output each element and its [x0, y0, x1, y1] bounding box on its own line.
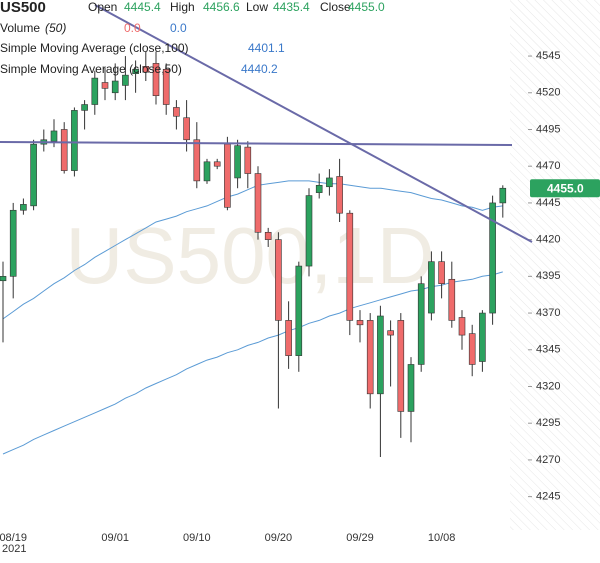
y-tick-label: 4345	[536, 344, 560, 356]
x-tick-label: 09/01	[101, 532, 129, 544]
ohlc-value: 4455.0	[348, 0, 385, 14]
candle-body	[285, 320, 292, 356]
sma-label: Simple Moving Average (close,100)	[0, 41, 189, 55]
candle-body	[20, 204, 27, 211]
candle-body	[377, 315, 384, 395]
y-tick-label: 4445	[536, 197, 560, 209]
last-price-tag	[530, 179, 600, 198]
candle-body	[275, 239, 282, 321]
candle-body	[315, 184, 323, 193]
candle-body	[30, 143, 37, 207]
candle-body	[417, 283, 425, 365]
ohlc-value: 4445.4	[124, 0, 161, 14]
candle-body	[264, 231, 272, 240]
candle-body	[489, 202, 496, 314]
ohlc-label: High	[170, 0, 195, 14]
y-tick-label: 4270	[536, 454, 560, 466]
candle-body	[224, 143, 231, 208]
candle-body	[438, 261, 445, 284]
candle-body	[387, 330, 394, 336]
sma-label: Simple Moving Average (close,50)	[0, 62, 182, 76]
candle-body	[366, 320, 374, 395]
x-tick-label: 09/29	[346, 532, 374, 544]
candle-body	[193, 139, 201, 182]
title: US500	[0, 0, 46, 16]
candle-body	[60, 129, 68, 171]
y-tick-label: 4470	[536, 160, 560, 172]
y-tick-label: 4420	[536, 234, 560, 246]
y-tick-label: 4320	[536, 380, 560, 392]
last-price-label: 4455.0	[547, 181, 584, 195]
candle-body	[183, 117, 190, 141]
trend-line	[94, 4, 533, 243]
y-tick-label: 4370	[536, 307, 560, 319]
candle-body	[142, 66, 150, 73]
candle-body	[0, 276, 7, 282]
candle-body	[91, 77, 99, 105]
x-tick-label: 09/10	[183, 532, 211, 544]
x-tick-label: 08/19	[0, 532, 27, 544]
candle-body	[244, 146, 252, 174]
candle-body	[448, 278, 456, 321]
candle-body	[9, 209, 17, 277]
candle-body	[81, 104, 88, 111]
candle-body	[468, 333, 476, 365]
candle-body	[326, 177, 333, 188]
candle-body	[101, 82, 109, 89]
horizontal-line	[0, 141, 513, 146]
x-tick-label: 10/08	[428, 532, 456, 544]
candle-body	[162, 68, 170, 105]
candle-body	[111, 80, 119, 94]
candle-body	[122, 74, 129, 86]
y-tick-label: 4245	[536, 491, 560, 503]
candle-body	[152, 63, 160, 97]
candle-body	[132, 68, 139, 74]
candle-body	[458, 317, 466, 336]
ohlc-value: 4435.4	[273, 0, 310, 14]
sma-value: 4440.2	[241, 62, 278, 76]
candle-body	[254, 173, 262, 233]
watermark: US500,1D	[65, 211, 434, 300]
candle-body	[356, 320, 364, 326]
candle-body	[305, 195, 313, 267]
candle-body	[479, 312, 486, 362]
volume-value: 0.0	[170, 21, 187, 35]
candle-body	[428, 261, 435, 314]
candle-body	[213, 161, 221, 167]
year-label: 2021	[2, 543, 26, 555]
y-tick-label: 4295	[536, 417, 560, 429]
candle-body	[71, 110, 78, 171]
future-area	[510, 0, 600, 530]
volume-value: 0.0	[124, 21, 141, 35]
candle-body	[173, 107, 180, 117]
y-tick-label: 4520	[536, 87, 560, 99]
candle-body	[336, 176, 343, 214]
ohlc-label: Low	[246, 0, 268, 14]
volume-label: Volume	[0, 21, 40, 35]
y-tick-label: 4395	[536, 270, 560, 282]
ohlc-value: 4456.6	[203, 0, 240, 14]
y-tick-label: 4545	[536, 50, 560, 62]
candle-body	[234, 145, 241, 179]
candle-body	[397, 320, 405, 412]
candle-body	[499, 187, 507, 204]
sma-value: 4401.1	[248, 41, 285, 55]
candle-body	[346, 212, 354, 321]
ohlc-label: Close	[320, 0, 351, 14]
volume-param: (50)	[45, 21, 66, 35]
x-tick-label: 09/20	[265, 532, 293, 544]
candle-body	[407, 364, 415, 412]
y-tick-label: 4495	[536, 123, 560, 135]
candle-body	[203, 161, 211, 182]
sma-line	[2, 180, 503, 320]
candle-body	[50, 130, 58, 142]
ohlc-label: Open	[88, 0, 117, 14]
candle-body	[295, 265, 303, 356]
